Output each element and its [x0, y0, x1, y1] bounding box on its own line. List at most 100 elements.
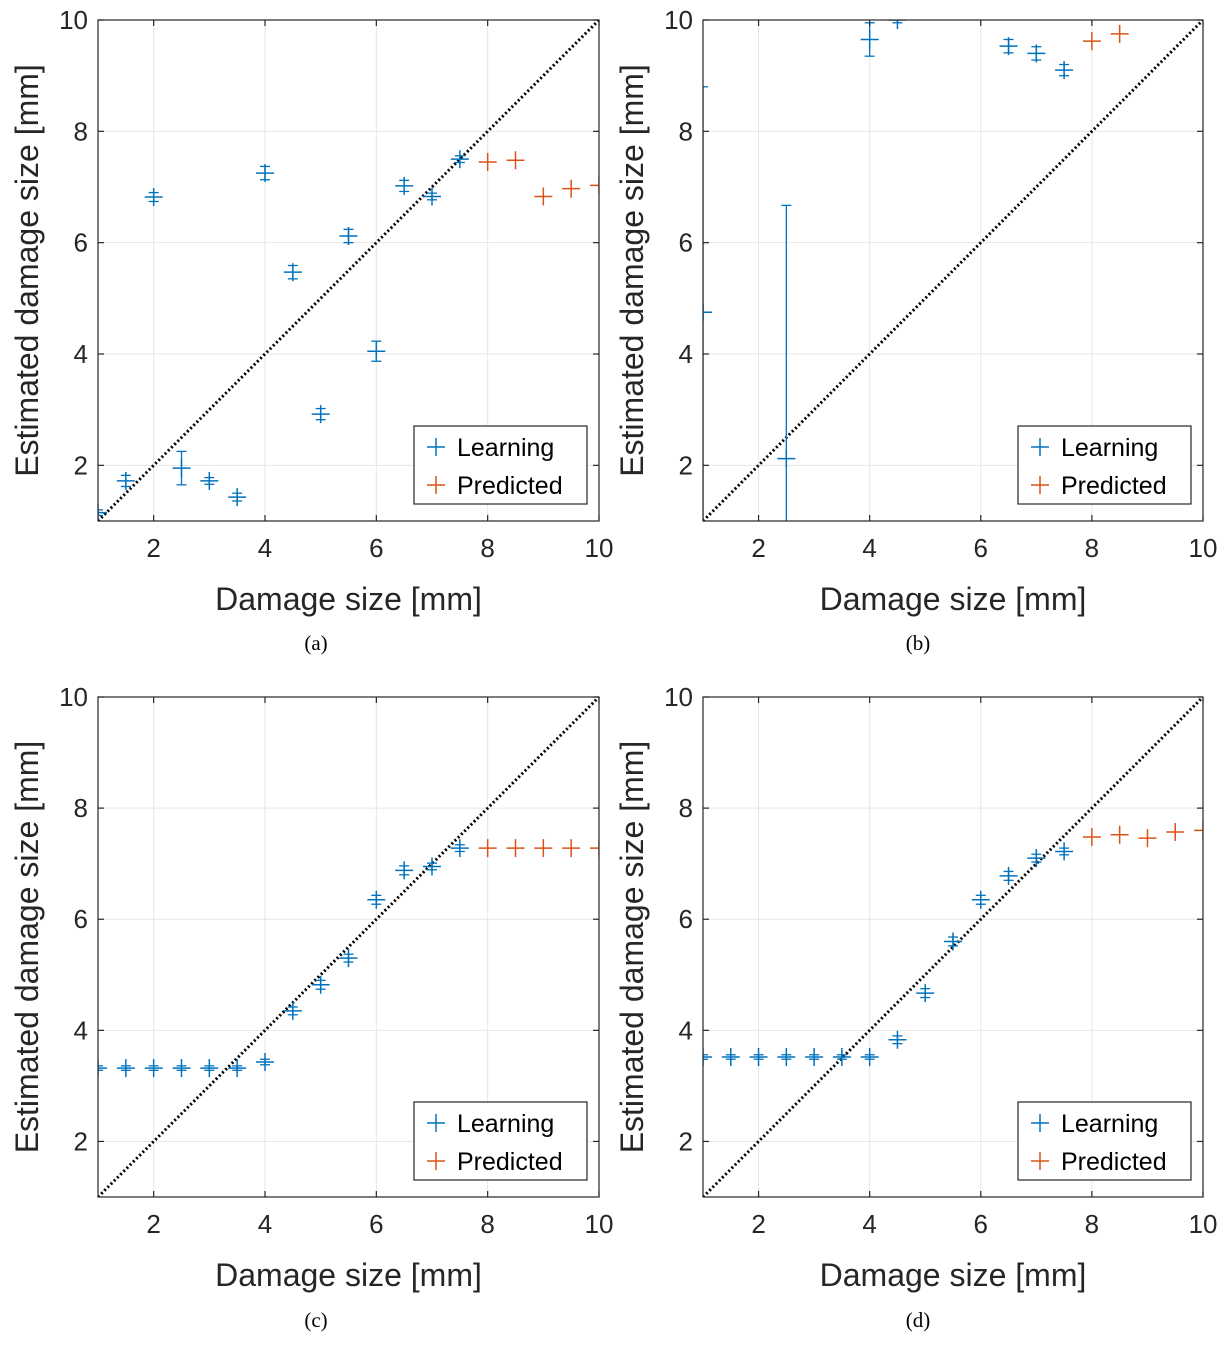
reference-diagonal-line: [98, 697, 599, 1197]
data-point-learning: [888, 20, 907, 29]
legend-label-predicted: Predicted: [457, 472, 563, 500]
data-point-learning: [777, 204, 796, 521]
data-point-learning: [367, 340, 386, 362]
x-tick-label: 8: [480, 1209, 494, 1239]
data-point-predicted: [590, 839, 599, 858]
data-point-learning: [98, 503, 107, 521]
legend-box: [413, 425, 588, 505]
y-axis-label: Estimated damage size [mm]: [614, 741, 650, 1154]
data-point-predicted: [1082, 828, 1101, 846]
x-tick-label: 10: [1189, 1209, 1218, 1239]
reference-diagonal-line: [98, 20, 599, 521]
y-tick-label: 8: [679, 793, 693, 823]
reference-diagonal-line: [703, 697, 1203, 1197]
legend-label-predicted: Predicted: [1061, 472, 1167, 500]
y-tick-label: 6: [679, 904, 693, 934]
data-point-learning: [450, 839, 469, 858]
data-point-learning: [311, 405, 330, 424]
data-point-learning: [116, 471, 135, 490]
x-tick-label: 10: [585, 533, 614, 563]
panel-caption: (d): [906, 1308, 931, 1332]
data-point-learning: [200, 471, 219, 490]
legend: Learning Predicted: [1017, 1101, 1192, 1181]
data-point-learning: [283, 263, 302, 282]
data-point-predicted: [534, 187, 553, 206]
data-point-learning: [1027, 849, 1046, 868]
data-point-learning: [256, 164, 274, 183]
chart-panel-2: 2 4 6 8 10 2 4 6 8 10 Damage size [mm] Estimated da…: [614, 5, 1218, 655]
data-point-predicted: [1166, 823, 1185, 841]
y-axis-label: Estimated damage size [mm]: [614, 64, 650, 477]
data-point-learning: [860, 1048, 879, 1066]
x-tick-label: 4: [862, 533, 876, 563]
data-point-learning: [832, 1048, 851, 1066]
data-point-learning: [703, 1048, 712, 1066]
y-tick-label: 10: [664, 682, 693, 712]
data-point-learning: [971, 890, 990, 909]
x-tick-label: 2: [751, 533, 765, 563]
legend-label-predicted: Predicted: [1061, 1148, 1167, 1176]
x-tick-label: 2: [751, 1209, 765, 1239]
y-tick-label: 4: [679, 1015, 693, 1045]
x-tick-label: 6: [974, 1209, 988, 1239]
data-point-learning: [256, 1053, 274, 1071]
legend: Learning Predicted: [1017, 425, 1192, 505]
data-point-predicted: [1110, 24, 1129, 43]
data-layer: [703, 697, 1203, 1197]
legend-box: [1017, 1101, 1192, 1181]
data-point-predicted: [478, 152, 497, 171]
data-point-learning: [423, 857, 441, 876]
x-tick-label: 2: [146, 533, 160, 563]
x-axis-label: Damage size [mm]: [215, 1257, 482, 1293]
data-point-learning: [172, 450, 191, 486]
y-tick-label: 4: [74, 1015, 88, 1045]
y-tick-label: 10: [59, 5, 88, 35]
y-tick-label: 2: [679, 1126, 693, 1156]
data-point-predicted: [1194, 821, 1203, 840]
y-axis-label: Estimated damage size [mm]: [9, 741, 45, 1154]
axes-box: [97, 696, 600, 1198]
data-point-learning: [228, 1059, 247, 1078]
x-tick-label: 2: [146, 1209, 160, 1239]
data-point-learning: [777, 1048, 796, 1066]
data-point-learning: [367, 890, 386, 909]
data-point-learning: [339, 226, 358, 245]
data-point-learning: [395, 176, 414, 195]
y-tick-label: 6: [74, 228, 88, 258]
y-tick-label: 8: [74, 116, 88, 146]
panel-caption: (b): [906, 631, 931, 655]
data-point-predicted: [478, 839, 497, 858]
y-tick-label: 4: [74, 339, 88, 369]
y-tick-label: 2: [679, 450, 693, 480]
x-axis-label: Damage size [mm]: [820, 581, 1087, 617]
data-layer: [98, 697, 599, 1197]
data-point-predicted: [1138, 829, 1157, 848]
x-tick-label: 6: [369, 1209, 383, 1239]
data-point-learning: [172, 1059, 191, 1078]
data-point-learning: [311, 975, 330, 994]
y-tick-label: 6: [679, 228, 693, 258]
x-axis-label: Damage size [mm]: [820, 1257, 1087, 1293]
legend-box: [413, 1101, 588, 1181]
data-point-learning: [1055, 842, 1074, 861]
legend-label-learning: Learning: [457, 1110, 554, 1138]
x-tick-label: 8: [1085, 533, 1099, 563]
data-point-learning: [1027, 44, 1046, 63]
legend-label-learning: Learning: [457, 434, 554, 462]
y-axis-label: Estimated damage size [mm]: [9, 64, 45, 477]
y-tick-label: 10: [59, 682, 88, 712]
data-point-learning: [98, 1059, 107, 1078]
y-tick-label: 8: [679, 116, 693, 146]
data-point-predicted: [534, 839, 553, 858]
data-point-learning: [423, 187, 441, 206]
x-tick-label: 8: [1085, 1209, 1099, 1239]
data-point-learning: [888, 1030, 907, 1049]
x-tick-label: 4: [862, 1209, 876, 1239]
data-point-predicted: [590, 176, 599, 195]
x-tick-label: 10: [1189, 533, 1218, 563]
data-point-learning: [703, 86, 712, 521]
data-point-predicted: [506, 151, 525, 170]
data-layer: [703, 20, 1203, 521]
axes-box: [702, 19, 1204, 522]
x-tick-label: 10: [585, 1209, 614, 1239]
